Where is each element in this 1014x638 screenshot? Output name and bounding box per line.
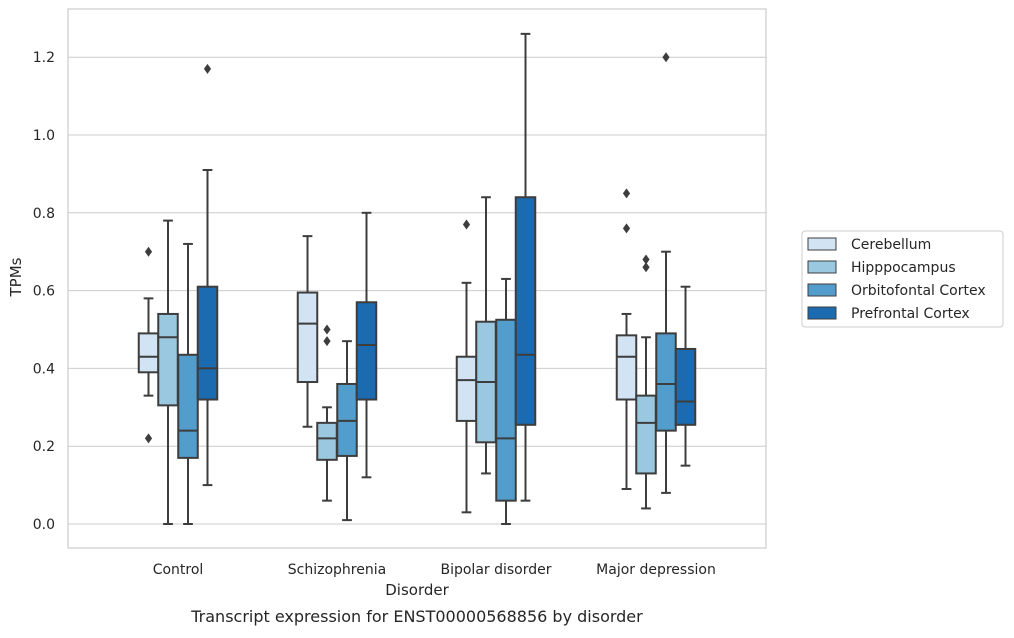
x-tick-label: Control bbox=[153, 562, 204, 578]
y-tick-label: 0.0 bbox=[33, 517, 55, 533]
x-tick-label: Schizophrenia bbox=[288, 562, 386, 578]
grid-lines bbox=[68, 56, 766, 525]
box-1-0 bbox=[157, 219, 179, 525]
outlier-point bbox=[323, 336, 331, 347]
legend-label: Orbitofontal Cortex bbox=[851, 283, 986, 299]
box-2-0 bbox=[177, 242, 199, 525]
box-body bbox=[635, 394, 657, 475]
legend-swatch bbox=[807, 260, 837, 274]
box-series bbox=[137, 32, 697, 525]
y-tick-label: 1.0 bbox=[33, 128, 55, 144]
outlier-point bbox=[323, 324, 331, 335]
legend: Cerebellum Hipppocampus Orbitofontal Corte… bbox=[801, 230, 1004, 328]
box-body bbox=[196, 285, 219, 401]
box-0-1 bbox=[296, 235, 319, 428]
box-2-1 bbox=[336, 340, 358, 522]
legend-swatch bbox=[807, 283, 837, 297]
box-body bbox=[455, 355, 478, 422]
box-body bbox=[495, 318, 517, 502]
outlier-point bbox=[144, 433, 153, 444]
box-body bbox=[655, 332, 677, 432]
box-0-2 bbox=[455, 219, 478, 514]
plot-frame bbox=[67, 8, 767, 549]
box-0-3 bbox=[615, 188, 638, 490]
box-2-2 bbox=[495, 277, 517, 525]
outlier-point bbox=[622, 188, 631, 199]
legend-swatch bbox=[807, 237, 837, 251]
box-3-2 bbox=[514, 32, 537, 502]
x-tick-label: Bipolar disorder bbox=[440, 562, 551, 578]
y-tick-label: 0.4 bbox=[33, 361, 55, 377]
legend-label: Cerebellum bbox=[851, 237, 931, 253]
outlier-point bbox=[662, 52, 670, 63]
box-1-1 bbox=[316, 324, 338, 502]
outlier-point bbox=[144, 246, 153, 257]
x-tick-label: Major depression bbox=[596, 562, 716, 578]
legend-label: Hipppocampus bbox=[851, 260, 956, 276]
box-0-0 bbox=[137, 246, 160, 444]
box-body bbox=[674, 347, 697, 426]
x-tick-labels: Control Schizophrenia Bipolar disorder Majo… bbox=[153, 562, 716, 578]
y-tick-label: 1.2 bbox=[33, 50, 55, 66]
box-body bbox=[514, 196, 537, 426]
box-2-3 bbox=[655, 52, 677, 494]
outlier-point bbox=[642, 254, 650, 265]
x-axis-label: Disorder bbox=[385, 581, 449, 599]
legend-frame bbox=[801, 230, 1004, 328]
box-body bbox=[615, 334, 638, 401]
box-body bbox=[177, 353, 199, 459]
box-body bbox=[157, 312, 179, 407]
outlier-point bbox=[462, 219, 471, 230]
box-3-0 bbox=[196, 63, 219, 487]
y-tick-label: 0.8 bbox=[33, 206, 55, 222]
box-3-1 bbox=[355, 211, 378, 479]
y-tick-label: 0.2 bbox=[33, 439, 55, 455]
box-body bbox=[137, 332, 160, 374]
box-body bbox=[355, 301, 378, 401]
y-tick-label: 0.6 bbox=[33, 284, 55, 300]
outlier-point bbox=[622, 223, 631, 234]
chart-caption: Transcript expression for ENST0000056885… bbox=[190, 607, 643, 626]
outlier-point bbox=[642, 262, 650, 273]
box-body bbox=[316, 421, 338, 461]
box-3-3 bbox=[674, 285, 697, 467]
box-body bbox=[296, 291, 319, 384]
y-axis-label: TPMs bbox=[7, 257, 25, 297]
box-1-2 bbox=[475, 196, 497, 475]
y-tick-labels: 0.0 0.2 0.4 0.6 0.8 1.0 1.2 bbox=[33, 50, 55, 533]
legend-label: Prefrontal Cortex bbox=[851, 306, 970, 322]
box-1-3 bbox=[635, 254, 657, 510]
outlier-point bbox=[203, 63, 212, 74]
legend-swatch bbox=[807, 306, 837, 320]
